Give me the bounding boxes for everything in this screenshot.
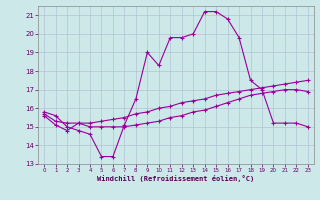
X-axis label: Windchill (Refroidissement éolien,°C): Windchill (Refroidissement éolien,°C) <box>97 175 255 182</box>
